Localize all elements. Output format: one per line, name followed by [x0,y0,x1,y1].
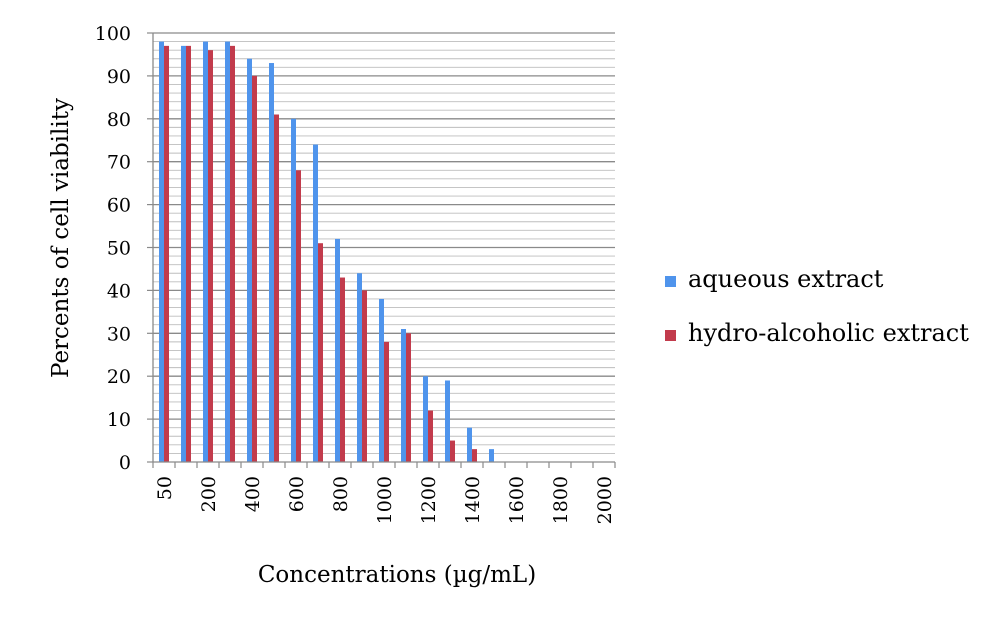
bar-aqueous-1100 [401,329,406,462]
bar-aqueous-1500 [489,449,494,462]
bar-aqueous-500 [269,63,274,462]
x-tick-label: 1800 [550,476,572,524]
bar-hydro-alcoholic-300 [230,45,235,463]
x-tick-label: 50 [154,476,176,500]
bar-hydro-alcoholic-600 [296,170,301,462]
x-axis-title: Concentrations (µg/mL) [258,562,536,588]
bar-aqueous-1300 [445,380,450,462]
bar-hydro-alcoholic-1400 [472,449,477,462]
legend: aqueous extract hydro-alcoholic extract [665,265,969,347]
x-tick-label: 1200 [418,476,440,524]
bar-hydro-alcoholic-900 [362,290,367,462]
y-tick-label: 70 [107,152,131,174]
bar-aqueous-100 [181,45,186,463]
y-tick-label: 80 [107,109,131,131]
y-tick-label: 90 [107,66,131,88]
bars [159,41,494,463]
x-tick-label: 600 [286,476,308,512]
y-tick-label: 50 [107,238,131,260]
x-tick-label: 2000 [594,476,616,524]
legend-label-aqueous: aqueous extract [688,265,884,293]
bar-aqueous-1400 [467,427,472,462]
bar-hydro-alcoholic-400 [252,75,257,463]
y-tick-label: 20 [107,366,131,388]
bar-aqueous-900 [357,273,362,462]
y-tick-label: 100 [95,23,131,45]
y-axis-title: Percents of cell viability [48,98,74,378]
bar-hydro-alcoholic-1100 [406,333,411,462]
x-tick-label: 200 [198,476,220,512]
bar-aqueous-400 [247,58,252,463]
bar-hydro-alcoholic-200 [208,50,213,462]
y-tick-label: 10 [107,409,131,431]
y-tick-label: 60 [107,195,131,217]
bar-aqueous-50 [159,41,164,463]
bar-hydro-alcoholic-1000 [384,341,389,462]
x-tick-label: 1400 [462,476,484,524]
x-tick-label: 1000 [374,476,396,524]
y-tick-label: 40 [107,280,131,302]
bar-hydro-alcoholic-50 [164,45,169,463]
bar-aqueous-200 [203,41,208,463]
bar-aqueous-1000 [379,298,384,462]
bar-aqueous-700 [313,144,318,463]
y-tick-label: 30 [107,323,131,345]
bar-hydro-alcoholic-1300 [450,440,455,462]
legend-label-hydro-alcoholic: hydro-alcoholic extract [688,319,969,347]
bar-aqueous-800 [335,238,340,462]
bar-hydro-alcoholic-700 [318,243,323,462]
bar-hydro-alcoholic-800 [340,277,345,462]
bar-hydro-alcoholic-1200 [428,410,433,462]
y-tick-label: 0 [119,452,131,474]
x-tick-label: 400 [242,476,264,512]
bar-aqueous-600 [291,118,296,463]
bar-aqueous-300 [225,41,230,463]
legend-swatch-aqueous [665,276,676,287]
bar-aqueous-1200 [423,376,428,462]
x-tick-label: 800 [330,476,352,512]
x-tick-labels: 50 200 400 600 800 1000 1200 1400 1600 1800 2000 [154,476,616,524]
axes [147,32,616,468]
x-tick-label: 1600 [506,476,528,524]
bar-hydro-alcoholic-100 [186,45,191,463]
bar-hydro-alcoholic-500 [274,114,279,462]
legend-swatch-hydro-alcoholic [665,330,676,341]
y-tick-labels: 0 10 20 30 40 50 60 70 80 90 100 [95,23,131,474]
